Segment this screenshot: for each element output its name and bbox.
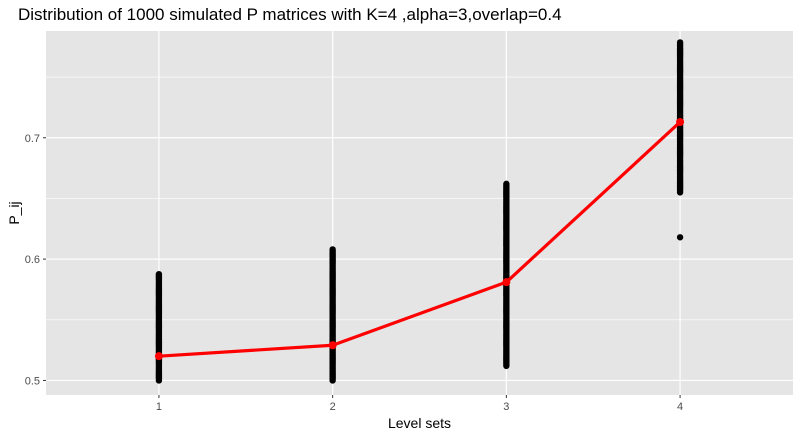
mean-point [502,278,511,287]
mean-point [154,352,163,361]
mean-series [154,118,685,361]
x-axis: 1 2 3 4 [156,395,683,413]
chart-title: Distribution of 1000 simulated P matrice… [18,5,562,24]
mean-line [158,120,682,358]
gridlines [46,31,793,395]
x-tick-label: 4 [677,401,683,413]
y-axis-title: P_ij [6,201,22,224]
x-tick-label: 2 [330,401,336,413]
y-tick-label: 0.7 [25,133,40,145]
data-point [503,180,510,188]
y-tick-label: 0.5 [25,375,40,387]
y-tick-label: 0.6 [25,254,40,266]
mean-point [676,118,685,126]
y-axis: 0.5 0.6 0.7 [25,133,46,387]
data-point-outlier [676,234,684,241]
data-point [155,270,163,278]
x-axis-title: Level sets [388,415,451,431]
x-tick-label: 3 [503,401,509,413]
x-tick-label: 1 [156,401,162,413]
plot-panel [46,31,793,395]
data-point [676,39,684,46]
mean-point [328,341,337,350]
data-point [329,246,336,253]
